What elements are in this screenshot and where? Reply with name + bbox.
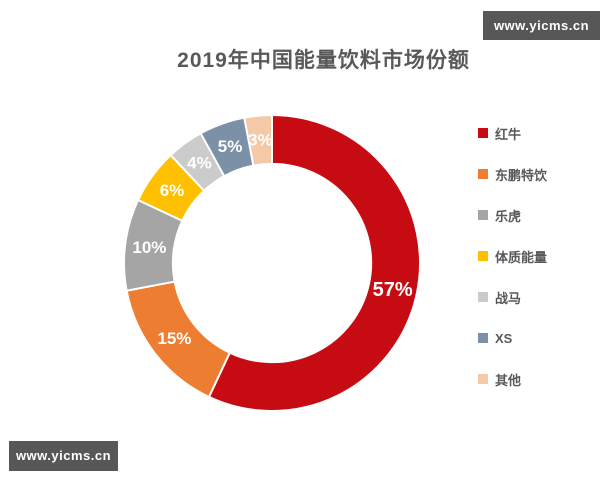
legend-swatch-icon [478, 251, 488, 261]
slice-percent-label: 57% [373, 279, 413, 301]
legend-label: 红牛 [495, 126, 522, 142]
legend: 红牛 东鹏特饮 乐虎 体质能量 战马 XS 其他 [478, 126, 547, 413]
legend-swatch-icon [478, 128, 488, 138]
legend-item: 红牛 [478, 126, 547, 142]
donut-slice [243, 113, 273, 167]
legend-swatch-icon [478, 333, 488, 343]
legend-label: 乐虎 [495, 208, 522, 224]
legend-label: 东鹏特饮 [495, 167, 548, 183]
chart-title: 2019年中国能量饮料市场份额 [177, 49, 470, 72]
legend-swatch-icon [478, 292, 488, 302]
legend-label: XS [495, 330, 513, 346]
legend-item: 战马 [478, 290, 547, 306]
slice-percent-label: 15% [157, 329, 191, 348]
legend-item: XS [478, 330, 547, 346]
legend-swatch-icon [478, 210, 488, 220]
legend-label: 战马 [495, 290, 522, 306]
donut-chart: 57% 15% 10% 6%4% 5% 3% [123, 113, 421, 412]
donut-slice [207, 113, 421, 412]
watermark-bottom-left: www.yicms.cn [9, 441, 118, 471]
slice-percent-label: 10% [132, 238, 166, 257]
legend-item: 东鹏特饮 [478, 167, 548, 183]
legend-label: 体质能量 [495, 249, 548, 265]
slice-percent-label: 4% [187, 154, 212, 173]
legend-item: 体质能量 [478, 249, 548, 265]
slice-percent-label: 3% [248, 131, 273, 150]
legend-item: 其他 [478, 372, 547, 388]
legend-item: 乐虎 [478, 208, 547, 224]
legend-label: 其他 [495, 372, 522, 388]
slice-percent-label: 6% [160, 181, 185, 200]
watermark-top-right: www.yicms.cn [483, 11, 600, 40]
legend-swatch-icon [478, 169, 488, 179]
slice-percent-label: 5% [218, 137, 243, 156]
legend-swatch-icon [478, 374, 488, 384]
